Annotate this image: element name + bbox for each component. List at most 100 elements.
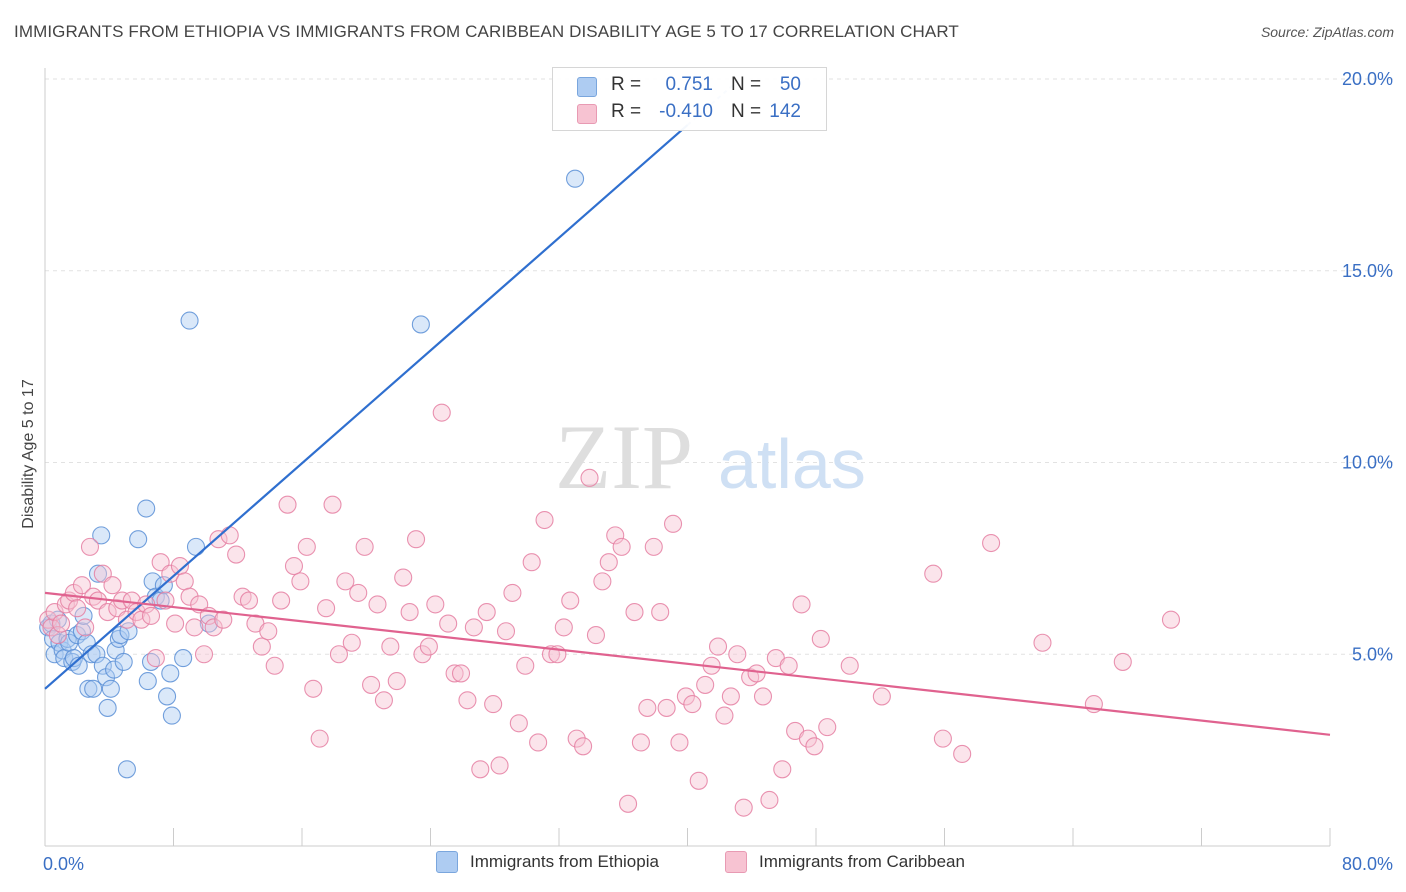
data-point [406, 530, 426, 549]
data-point [625, 603, 644, 622]
data-point [317, 599, 336, 618]
data-point [368, 595, 387, 614]
data-point [840, 656, 859, 675]
x-tick-labels: 0.0% 80.0% [43, 854, 1393, 874]
data-point [561, 591, 580, 610]
data-point [606, 526, 625, 545]
caribbean-legend-swatch [725, 851, 747, 873]
gridlines [45, 78, 1395, 655]
data-point [374, 691, 393, 710]
data-point [689, 771, 708, 790]
data-point [278, 495, 297, 514]
data-point [464, 618, 483, 637]
n-value: 142 [769, 101, 801, 122]
data-point [619, 794, 638, 813]
data-point [644, 537, 663, 556]
data-point [445, 664, 464, 683]
data-point [119, 622, 138, 641]
y-tick-labels: 5.0% 10.0% 15.0% 20.0% [1342, 69, 1393, 664]
data-point [458, 691, 477, 710]
data-point [773, 760, 792, 779]
data-point [432, 403, 451, 422]
stats-legend-box: R = 0.751 N = 50 R = -0.410 N = 142 [552, 67, 827, 131]
watermark-atlas: atlas [718, 425, 866, 503]
axes [44, 68, 1331, 847]
legend-item-ethiopia[interactable]: Immigrants from Ethiopia [436, 851, 659, 873]
data-point [92, 526, 111, 545]
data-point [161, 664, 180, 683]
data-point [953, 744, 972, 764]
data-point [68, 599, 87, 618]
data-point [1033, 633, 1052, 652]
data-point [566, 169, 585, 188]
data-point [117, 760, 136, 779]
data-point [87, 645, 106, 664]
data-point [42, 618, 61, 637]
data-point [129, 530, 148, 549]
data-point [411, 315, 430, 334]
data-point [93, 656, 112, 675]
data-point [554, 618, 573, 637]
data-point [185, 618, 204, 637]
data-point [509, 714, 528, 733]
data-point [252, 637, 271, 656]
ethiopia-swatch [577, 77, 597, 97]
data-point [158, 687, 177, 706]
watermark-zip: ZIP [555, 406, 693, 508]
data-point [753, 687, 773, 706]
data-point [708, 637, 728, 656]
data-point [101, 679, 120, 698]
data-point [477, 603, 496, 622]
data-point [74, 606, 93, 625]
data-point [80, 537, 100, 556]
trend-line [44, 591, 1331, 736]
data-point [180, 587, 199, 606]
data-point [117, 610, 136, 629]
data-point [419, 637, 438, 656]
data-point [323, 495, 342, 514]
stats-row-caribbean: R = -0.410 N = 142 [553, 101, 826, 127]
legend-item-caribbean[interactable]: Immigrants from Caribbean [725, 851, 965, 873]
data-point [593, 572, 612, 591]
data-point [394, 568, 413, 587]
data-point [612, 537, 631, 556]
data-point [734, 798, 753, 817]
data-point [186, 537, 206, 556]
data-point [174, 649, 193, 668]
data-point [503, 583, 522, 602]
data-point [471, 760, 490, 779]
data-point [516, 656, 535, 675]
data-point [355, 537, 374, 556]
data-point [535, 510, 554, 530]
data-point [696, 675, 715, 694]
data-point [146, 649, 165, 668]
data-point [239, 591, 259, 610]
data-point [98, 603, 117, 622]
data-point [760, 790, 779, 810]
chart-title: IMMIGRANTS FROM ETHIOPIA VS IMMIGRANTS F… [14, 22, 959, 41]
data-point [137, 499, 156, 518]
data-point [114, 652, 133, 671]
y-axis-label: Disability Age 5 to 17 [20, 379, 37, 529]
data-point [413, 645, 432, 664]
data-point [872, 687, 891, 706]
y-tick-label: 5.0% [1352, 644, 1393, 664]
data-point [567, 729, 586, 748]
data-point [98, 698, 117, 717]
r-label: R = [611, 101, 642, 122]
data-point [721, 687, 740, 706]
series-ethiopia-points [39, 169, 585, 779]
r-value: -0.410 [659, 101, 713, 122]
source-label: Source: ZipAtlas.com [1260, 24, 1394, 40]
data-point [818, 718, 837, 737]
data-point [439, 614, 458, 633]
data-point [105, 660, 124, 679]
n-label: N = [731, 74, 762, 95]
data-point [451, 664, 471, 683]
stats-row-ethiopia: R = 0.751 N = 50 [553, 74, 826, 100]
data-point [522, 553, 541, 572]
data-point [52, 614, 71, 633]
x-tick-label: 80.0% [1342, 854, 1393, 874]
data-point [265, 656, 284, 675]
